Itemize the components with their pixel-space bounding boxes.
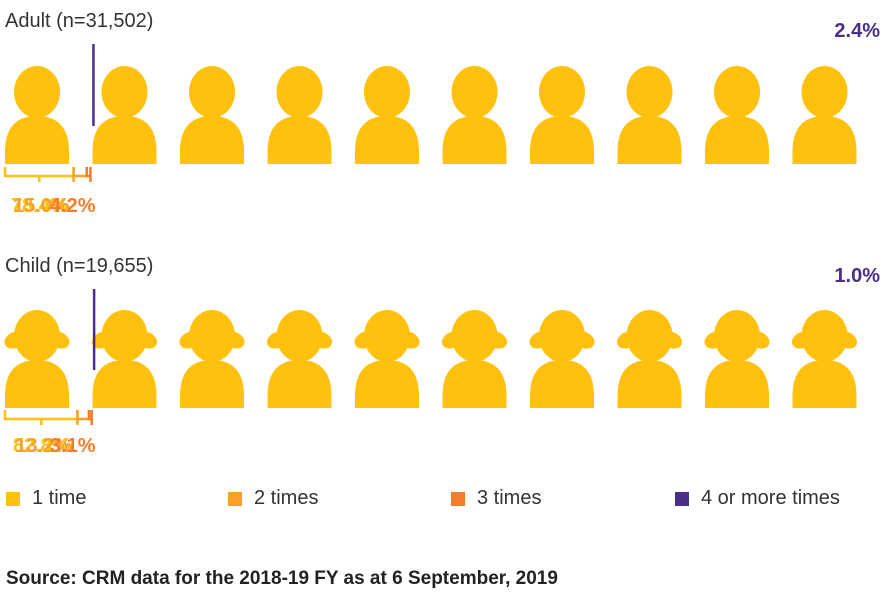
legend-swatch-1-time — [6, 491, 20, 506]
child-figure-8 — [614, 310, 685, 408]
adult-bracket-2-times — [72, 167, 88, 178]
child-segment-4-or-more-times — [91, 310, 93, 408]
adult-figure-8 — [617, 66, 682, 164]
child-label-1-time: 82.8% — [13, 435, 70, 457]
adult-figure-5 — [355, 66, 419, 164]
child-bracket-3-times — [87, 410, 93, 421]
source-note: Source: CRM data for the 2018-19 FY as a… — [6, 568, 558, 589]
legend-label-1-time: 1 time — [32, 487, 87, 509]
child-figure-5 — [351, 310, 423, 408]
legend-swatch-3-times — [451, 491, 465, 506]
adult-figure-7 — [530, 66, 594, 164]
adult-label-4-or-more-times: 2.4% — [834, 20, 880, 42]
legend-label-3-times: 3 times — [477, 487, 542, 509]
legend-item-1-time: 1 time — [6, 487, 86, 510]
adult-figure-10 — [792, 66, 857, 164]
child-label-2-times: 13.2% — [15, 435, 72, 457]
legend-label-4-or-more-times: 4 or more times — [701, 487, 840, 509]
adult-label-1-time: 78.4% — [11, 195, 68, 217]
adult-segment-3-times — [86, 66, 91, 164]
child-figure-4 — [264, 310, 335, 408]
adult-label-2-times: 15.0% — [13, 195, 70, 217]
adult-segment-2-times — [73, 66, 87, 164]
adult-bracket-1-time — [3, 167, 75, 178]
child-figure-10 — [789, 310, 860, 408]
adult-figure-3 — [180, 66, 244, 164]
legend: 1 time 2 times 3 times 4 or more times — [0, 487, 889, 517]
child-figure-3 — [176, 310, 248, 408]
legend-label-2-times: 2 times — [254, 487, 319, 509]
adult-figure-6 — [442, 66, 507, 164]
child-figure-6 — [439, 310, 510, 408]
child-figure-2 — [89, 310, 160, 408]
child-figure-1 — [1, 310, 73, 408]
pictograph-chart: Adult (n=31,502) Child (n=19,655) 78.4%1… — [1, 10, 880, 457]
child-label-3-times: 3.1% — [50, 435, 96, 457]
child-segment-2-times — [77, 310, 89, 408]
child-bracket-2-times — [76, 410, 91, 421]
adult-bracket-3-times — [85, 167, 92, 178]
adult-figure-1 — [5, 66, 69, 164]
child-figure-9 — [701, 310, 773, 408]
child-label-4-or-more-times: 1.0% — [834, 265, 880, 287]
child-figure-7 — [526, 310, 598, 408]
legend-item-3-times: 3 times — [451, 487, 541, 510]
child-segment-3-times — [89, 310, 92, 408]
adult-label-3-times: 4.2% — [50, 195, 96, 217]
legend-swatch-2-times — [228, 491, 242, 506]
legend-item-2-times: 2 times — [228, 487, 318, 510]
adult-panel-title: Adult (n=31,502) — [5, 10, 153, 32]
child-panel-title: Child (n=19,655) — [5, 255, 153, 277]
child-bracket-1-time — [3, 410, 79, 421]
adult-segment-4-or-more-times — [90, 66, 93, 164]
legend-item-4-or-more-times: 4 or more times — [675, 487, 840, 510]
adult-figure-9 — [705, 66, 769, 164]
adult-figure-4 — [267, 66, 332, 164]
adult-figure-2 — [92, 66, 157, 164]
legend-swatch-4-or-more-times — [675, 491, 689, 506]
